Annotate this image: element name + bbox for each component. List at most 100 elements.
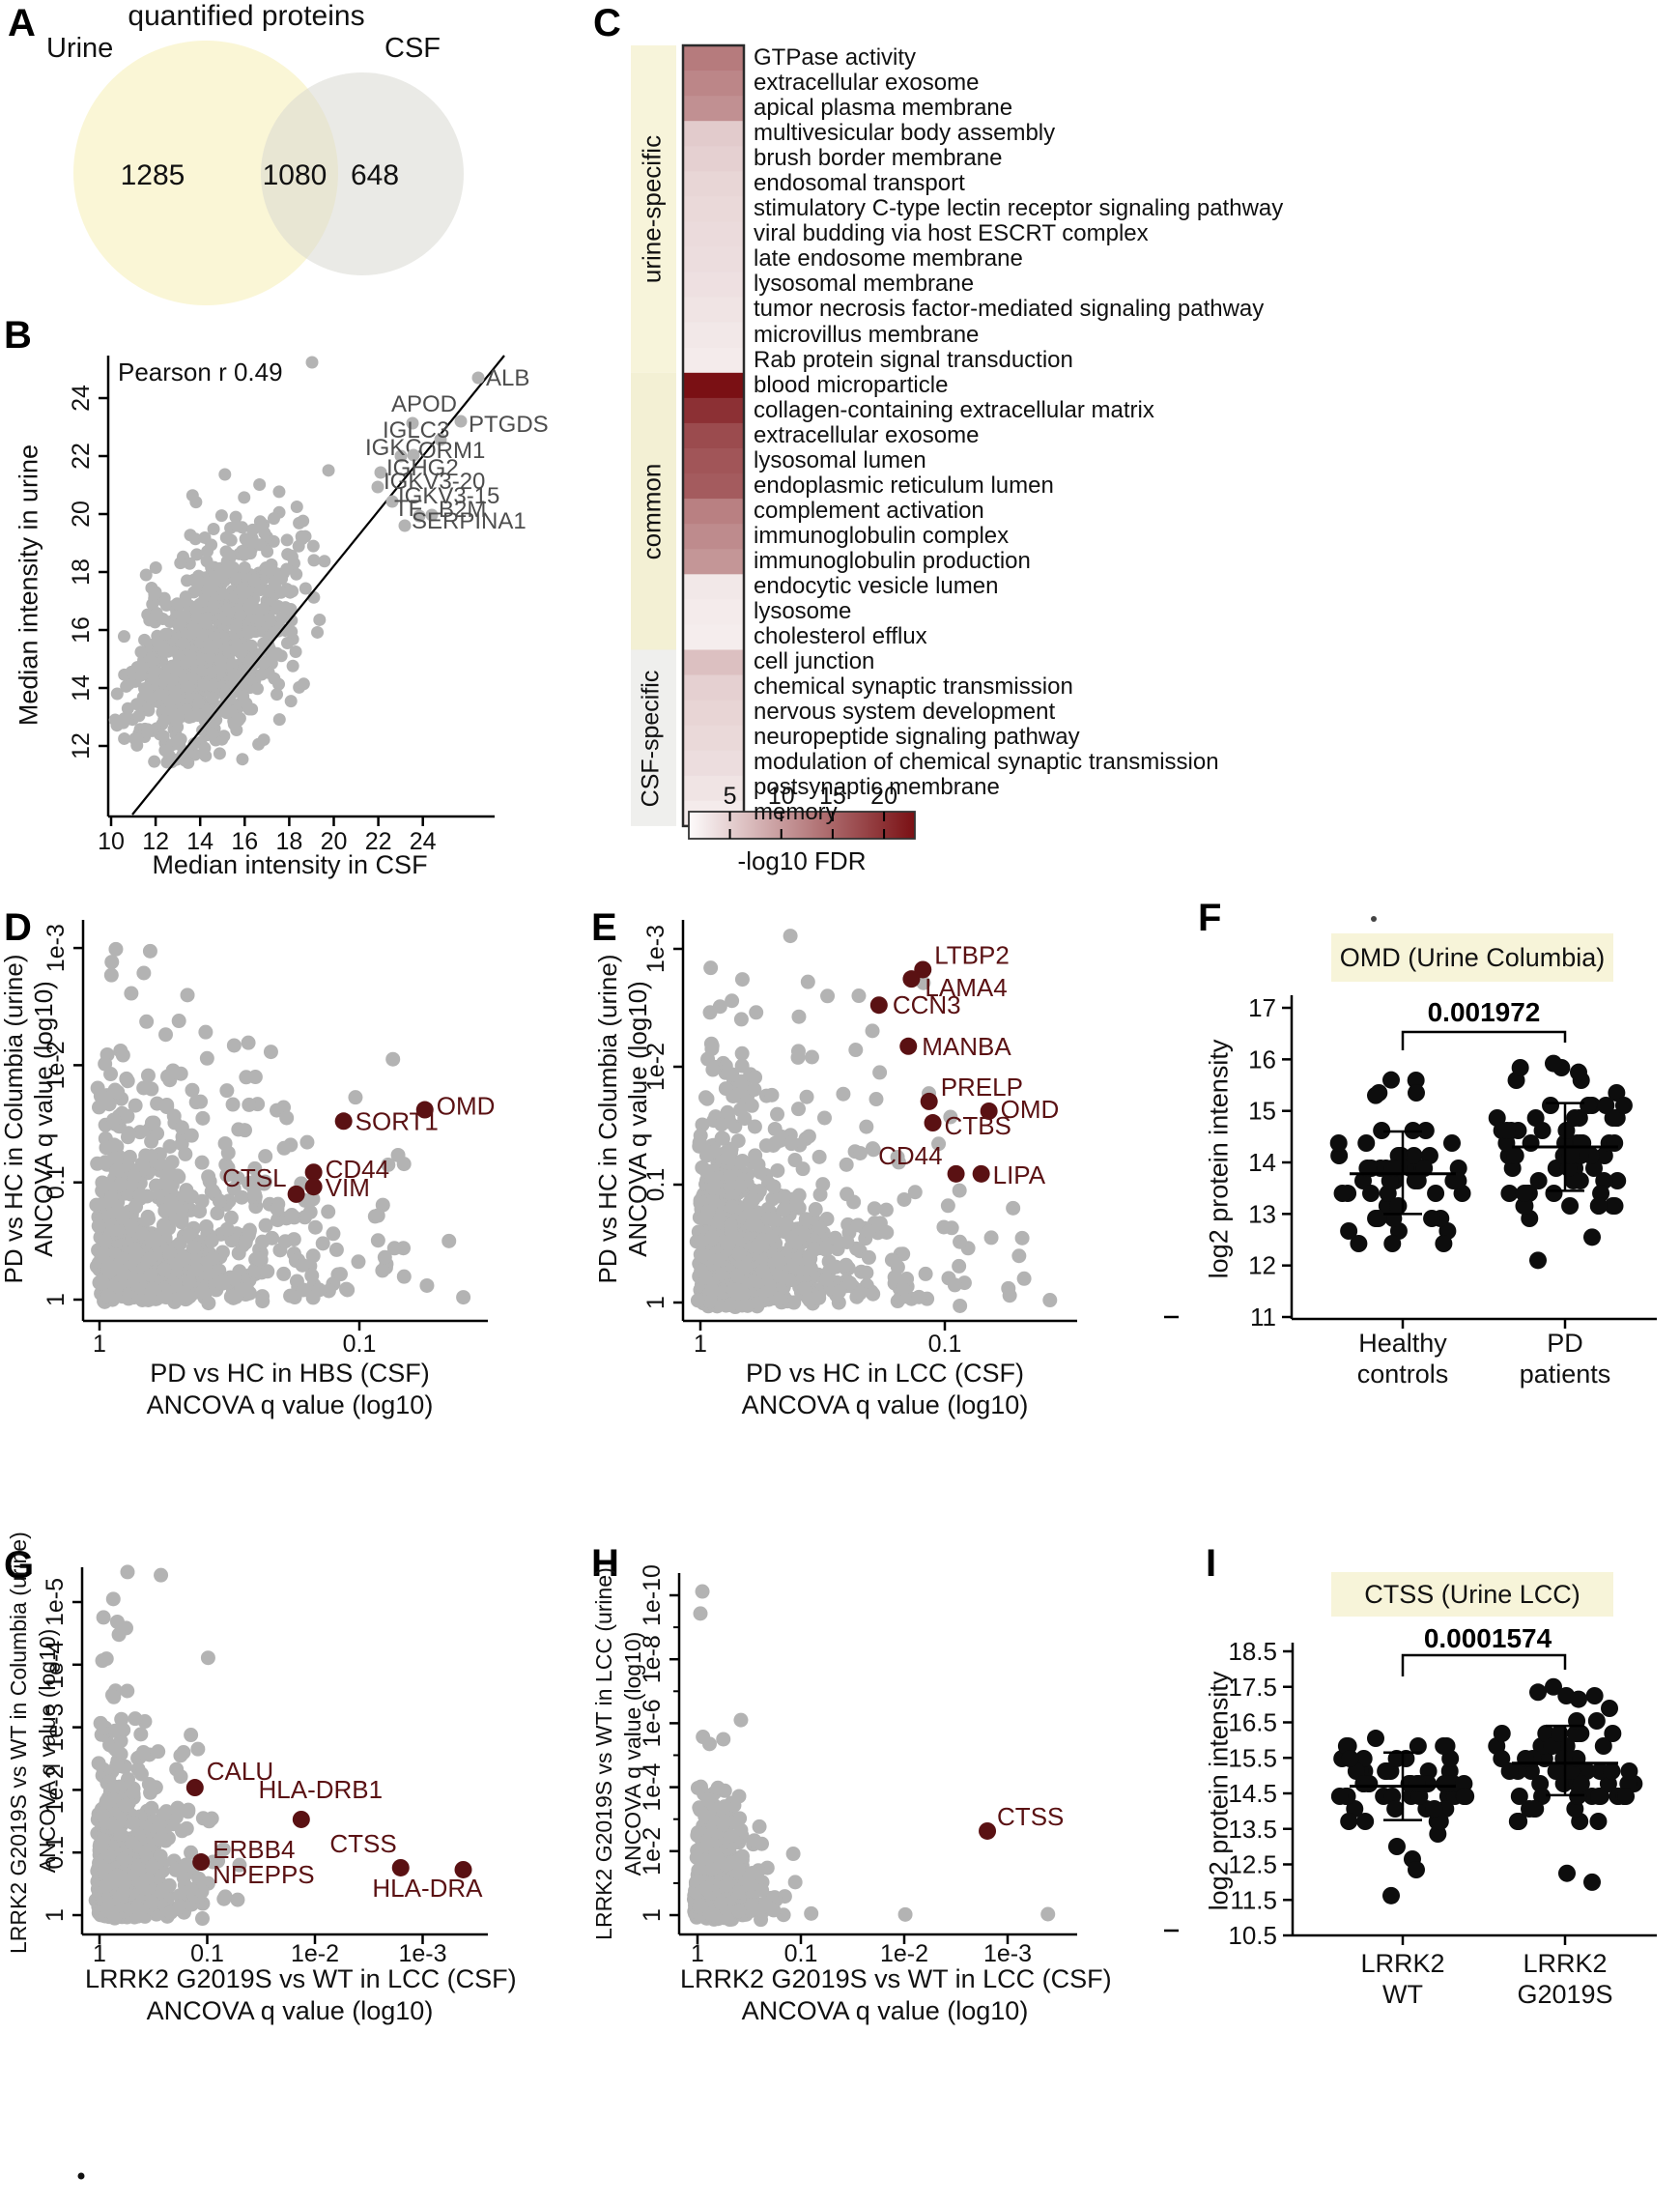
- heatmap-cell: [683, 96, 744, 122]
- highlight-point: [972, 1164, 990, 1183]
- data-point: [307, 554, 321, 567]
- data-point: [263, 643, 276, 656]
- labeled-point: [471, 371, 485, 385]
- data-point: [130, 1861, 146, 1876]
- x-tick-label: 12: [142, 828, 169, 855]
- data-point: [1425, 1800, 1443, 1818]
- data-point: [852, 1145, 868, 1160]
- data-point: [272, 485, 286, 499]
- go-term: chemical synaptic transmission: [754, 673, 1073, 701]
- data-point: [801, 1129, 816, 1144]
- data-point: [290, 500, 303, 513]
- data-point: [103, 1189, 119, 1205]
- venn-csf-label: CSF: [384, 33, 441, 64]
- panel-d-xlabel: PD vs HC in HBS (CSF) ANCOVA q value (lo…: [106, 1358, 473, 1421]
- data-point: [714, 1131, 729, 1146]
- data-point: [952, 1258, 967, 1274]
- protein-label: OMD: [437, 1092, 496, 1121]
- data-point: [1356, 1813, 1375, 1830]
- data-point: [247, 1160, 263, 1176]
- data-point: [91, 1756, 106, 1771]
- heatmap-cell: [683, 624, 744, 650]
- data-point: [799, 1089, 814, 1104]
- heatmap-cell: [683, 599, 744, 625]
- data-point: [812, 1220, 828, 1236]
- data-point: [141, 1293, 157, 1308]
- panel-f-letter: F: [1198, 897, 1222, 939]
- data-point: [1340, 1813, 1358, 1830]
- panel-g-xlabel: LRRK2 G2019S vs WT in LCC (CSF) ANCOVA q…: [85, 1963, 517, 2027]
- data-point: [1442, 1134, 1461, 1152]
- data-point: [270, 1201, 285, 1217]
- labeled-point: [374, 466, 387, 479]
- heatmap-cell: [683, 322, 744, 349]
- data-point: [770, 1162, 785, 1178]
- x-tick-label: 22: [365, 828, 392, 855]
- data-point: [370, 1208, 385, 1223]
- data-point: [1382, 1071, 1400, 1089]
- data-point: [1340, 1222, 1358, 1240]
- data-point: [178, 610, 191, 623]
- data-point: [723, 1297, 738, 1312]
- data-point: [1554, 1750, 1573, 1767]
- data-point: [441, 1233, 457, 1248]
- data-point: [255, 1294, 271, 1309]
- heatmap-cell: [683, 499, 744, 525]
- go-term: extracellular exosome: [754, 421, 980, 448]
- data-point: [242, 1285, 257, 1301]
- data-point: [1408, 1084, 1425, 1102]
- data-point: [867, 1201, 882, 1217]
- panel-f-group1-label: Healthy controls: [1325, 1328, 1480, 1389]
- go-term: endosomal transport: [754, 170, 965, 197]
- protein-label: CTSS: [997, 1802, 1064, 1831]
- data-point: [370, 1233, 385, 1248]
- data-point: [103, 967, 119, 983]
- group-label-line: G2019S: [1517, 1980, 1613, 2009]
- data-point: [128, 732, 142, 746]
- data-point: [296, 532, 309, 546]
- data-point: [207, 523, 220, 536]
- y-tick-label: 17: [1248, 993, 1276, 1022]
- data-point: [1570, 1063, 1587, 1081]
- data-point: [456, 1290, 471, 1305]
- data-point: [231, 1122, 246, 1137]
- data-point: [166, 1108, 182, 1124]
- protein-label: LTBP2: [934, 940, 1010, 969]
- data-point: [126, 1271, 141, 1286]
- data-point: [191, 1871, 207, 1886]
- data-point: [896, 1281, 911, 1297]
- heatmap-cell: [683, 121, 744, 147]
- data-point: [696, 1248, 711, 1264]
- heatmap-cell: [683, 246, 744, 273]
- labeled-point: [406, 416, 419, 430]
- data-point: [238, 491, 251, 504]
- data-point: [272, 677, 286, 691]
- data-point: [195, 1284, 211, 1300]
- data-point: [216, 1891, 232, 1906]
- data-point: [731, 1246, 747, 1262]
- data-point: [1330, 1788, 1349, 1805]
- y-tick-label: 16: [1248, 1045, 1276, 1074]
- data-point: [1438, 1775, 1457, 1792]
- data-point: [165, 1063, 181, 1078]
- data-point: [1333, 1185, 1352, 1202]
- data-point: [224, 533, 238, 547]
- data-point: [110, 719, 124, 732]
- data-point: [767, 1121, 783, 1136]
- data-point: [717, 1799, 732, 1815]
- data-point: [865, 1023, 880, 1039]
- data-point: [734, 1848, 750, 1864]
- data-point: [1529, 1251, 1547, 1270]
- data-point: [764, 1087, 780, 1102]
- data-point: [918, 1266, 933, 1281]
- data-point: [171, 1014, 186, 1029]
- data-point: [237, 587, 250, 601]
- data-point: [284, 695, 298, 708]
- data-point: [1387, 1838, 1406, 1855]
- heatmap-cell: [683, 700, 744, 727]
- data-point: [157, 730, 170, 743]
- data-point: [220, 706, 234, 720]
- venn-csf-circle: [261, 72, 464, 275]
- data-point: [185, 1082, 200, 1098]
- data-point: [943, 1109, 958, 1125]
